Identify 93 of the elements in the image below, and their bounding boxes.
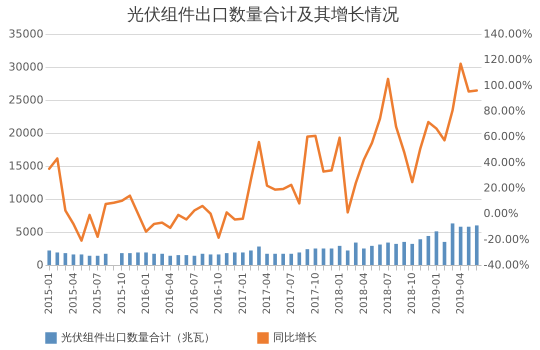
bar bbox=[72, 254, 76, 265]
bar bbox=[281, 254, 285, 265]
x-tick-label: 2017-07 bbox=[286, 272, 298, 314]
y2-tick-label: 100.00% bbox=[484, 78, 532, 92]
x-tick-label: 2018-10 bbox=[407, 272, 418, 314]
bar bbox=[338, 246, 342, 265]
bar bbox=[434, 231, 438, 265]
bar bbox=[152, 254, 156, 265]
y2-tick-label: 120.00% bbox=[484, 53, 532, 66]
bar bbox=[330, 248, 334, 265]
bar bbox=[224, 253, 229, 265]
x-tick-label: 2017-04 bbox=[262, 272, 274, 314]
x-tick-label: 2015-07 bbox=[92, 272, 104, 314]
y-tick-label: 20000 bbox=[8, 126, 44, 140]
bar bbox=[120, 253, 124, 265]
bar bbox=[232, 252, 237, 265]
bar bbox=[216, 254, 220, 265]
bar bbox=[184, 255, 188, 265]
chart-title: 光伏组件出口数量合计及其增长情况 bbox=[127, 5, 399, 25]
bar bbox=[104, 254, 108, 265]
x-tick-label: 2019-04 bbox=[456, 272, 467, 314]
y2-tick-label: 60.00% bbox=[484, 130, 526, 144]
bar bbox=[466, 226, 471, 265]
bar bbox=[64, 253, 68, 265]
y-tick-label: 10000 bbox=[8, 192, 44, 206]
bar bbox=[362, 248, 366, 265]
bar bbox=[55, 252, 60, 265]
bar bbox=[450, 223, 454, 265]
y-tick-label: 35000 bbox=[8, 28, 44, 40]
bar bbox=[265, 254, 269, 265]
y-tick-label: 0 bbox=[36, 258, 44, 272]
x-tick-label: 2015-10 bbox=[116, 272, 128, 314]
bar bbox=[442, 242, 446, 265]
bar bbox=[168, 256, 172, 265]
bar bbox=[96, 256, 100, 265]
y-tick-label: 15000 bbox=[8, 160, 44, 172]
bar bbox=[249, 250, 253, 265]
y-tick-label: 5000 bbox=[16, 226, 44, 238]
bar bbox=[474, 225, 479, 265]
y2-tick-label: 80.00% bbox=[484, 104, 526, 118]
bar bbox=[144, 252, 148, 265]
bar bbox=[136, 252, 140, 265]
bar bbox=[208, 254, 212, 265]
line-series bbox=[48, 62, 478, 242]
bar bbox=[273, 254, 277, 265]
bar bbox=[80, 254, 84, 265]
bar bbox=[241, 252, 245, 265]
y-tick-label: 30000 bbox=[8, 60, 44, 74]
bar bbox=[289, 254, 294, 265]
x-tick-label: 2016-01 bbox=[141, 272, 152, 314]
x-tick-label: 2016-10 bbox=[214, 272, 225, 314]
y2-tick-label: 0.00% bbox=[484, 207, 518, 220]
x-tick-label: 2016-07 bbox=[189, 272, 200, 314]
x-tick-label: 2017-01 bbox=[238, 272, 249, 314]
bar bbox=[128, 253, 132, 265]
x-tick-label: 2018-04 bbox=[358, 272, 370, 314]
bar bbox=[257, 246, 261, 265]
bar bbox=[346, 250, 350, 265]
bar bbox=[314, 248, 318, 265]
bar bbox=[402, 242, 406, 265]
y2-tick-label: -20.00% bbox=[484, 232, 530, 246]
bar bbox=[354, 242, 358, 265]
y2-tick-label: -40.00% bbox=[484, 258, 530, 272]
bar bbox=[394, 244, 398, 265]
y2-tick-label: 20.00% bbox=[484, 182, 526, 194]
y2-tick-label: 40.00% bbox=[484, 156, 526, 169]
bar bbox=[322, 248, 326, 265]
y2-tick-label: 140.00% bbox=[484, 28, 532, 40]
bar bbox=[160, 254, 164, 265]
x-tick-label: 2018-07 bbox=[383, 272, 394, 314]
legend-label: 光伏组件出口数量合计（兆瓦） bbox=[61, 331, 215, 344]
bar bbox=[386, 242, 390, 265]
y-tick-label: 25000 bbox=[8, 94, 44, 106]
bar bbox=[200, 254, 204, 265]
bar bbox=[426, 236, 430, 265]
bar bbox=[370, 246, 374, 265]
bar bbox=[88, 256, 92, 265]
x-tick-label: 2018-01 bbox=[334, 272, 346, 314]
bar bbox=[458, 226, 462, 265]
bar bbox=[192, 256, 196, 265]
bar bbox=[176, 255, 180, 265]
bar bbox=[410, 244, 414, 265]
legend-label: 同比增长 bbox=[273, 331, 317, 344]
bar bbox=[306, 249, 310, 265]
x-tick-label: 2015-01 bbox=[44, 272, 56, 314]
bar bbox=[418, 239, 422, 265]
x-tick-label: 2016-04 bbox=[165, 272, 176, 314]
x-tick-label: 2019-01 bbox=[431, 272, 442, 314]
bar bbox=[297, 252, 302, 265]
x-tick-label: 2015-04 bbox=[68, 272, 80, 314]
bar bbox=[47, 250, 52, 265]
x-tick-label: 2017-10 bbox=[310, 272, 322, 314]
bar bbox=[378, 244, 382, 265]
